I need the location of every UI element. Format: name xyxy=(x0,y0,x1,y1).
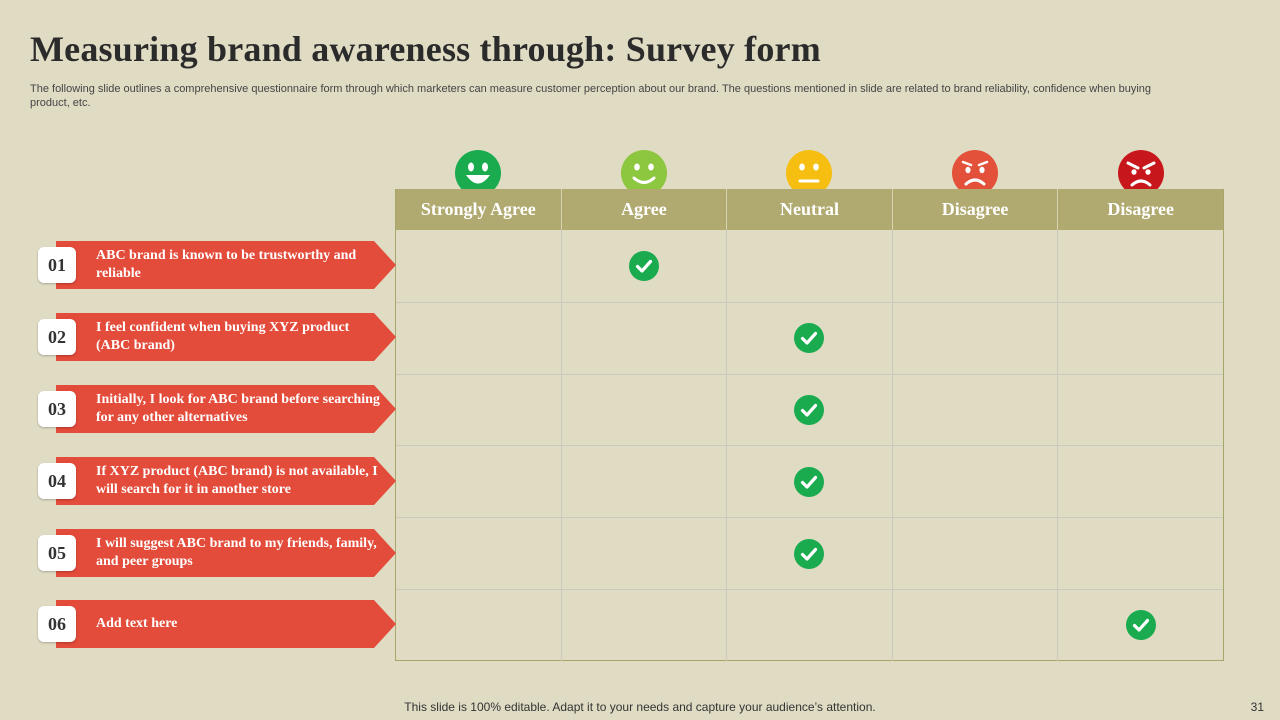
statement-text: If XYZ product (ABC brand) is not availa… xyxy=(96,464,378,497)
checkmark-icon xyxy=(1125,610,1156,641)
grin-face-icon xyxy=(455,150,501,196)
statement-ribbon xyxy=(56,457,396,505)
column-header: Neutral xyxy=(727,189,893,230)
table-cell xyxy=(1058,303,1223,374)
table-row xyxy=(396,445,1223,518)
statement-number: 05 xyxy=(38,535,76,571)
statement-ribbon xyxy=(56,529,396,577)
table-cell xyxy=(562,302,728,374)
page-number: 31 xyxy=(1250,700,1264,714)
table-cell xyxy=(396,518,562,589)
table-cell xyxy=(893,446,1059,518)
statement-item: 04 If XYZ product (ABC brand) is not avai… xyxy=(38,457,398,505)
column-header: Disagree xyxy=(1107,199,1174,219)
table-cell xyxy=(727,302,893,374)
checkmark-icon xyxy=(794,323,825,354)
frown-face-icon xyxy=(952,150,998,196)
statement-item: 06 Add text here xyxy=(38,600,398,648)
column-header: Disagree xyxy=(893,189,1059,230)
table-cell xyxy=(1058,590,1223,661)
statement-ribbon xyxy=(56,241,396,289)
statement-item: 03 Initially, I look for ABC brand before… xyxy=(38,385,398,433)
column-header: Agree xyxy=(562,189,728,230)
statement-item: 01 ABC brand is known to be trustworthy a… xyxy=(38,241,398,289)
statement-ribbon xyxy=(56,600,396,648)
table-cell xyxy=(893,518,1059,589)
table-cell xyxy=(396,374,562,446)
table-row xyxy=(396,301,1223,374)
table-cell xyxy=(396,446,562,518)
table-cell xyxy=(727,589,893,661)
statement-text: ABC brand is known to be trustworthy and… xyxy=(96,248,357,281)
table-cell xyxy=(1058,518,1223,589)
table-cell xyxy=(396,230,562,302)
table-cell xyxy=(893,589,1059,661)
table-cell xyxy=(562,230,728,302)
statement-text: Initially, I look for ABC brand before s… xyxy=(96,392,380,425)
table-cell xyxy=(893,302,1059,374)
statement-number: 03 xyxy=(38,391,76,427)
table-cell xyxy=(727,518,893,589)
table-row xyxy=(396,588,1223,661)
table-cell xyxy=(727,446,893,518)
statement-item: 02 I feel confident when buying XYZ produ… xyxy=(38,313,398,361)
statement-number: 02 xyxy=(38,319,76,355)
checkmark-icon xyxy=(794,538,825,569)
table-cell xyxy=(562,446,728,518)
table-cell xyxy=(562,518,728,589)
checkmark-icon xyxy=(628,250,659,281)
smile-face-icon xyxy=(621,150,667,196)
table-cell xyxy=(396,302,562,374)
table-header: Strongly Agree Agree Neutral Disagree Di… xyxy=(396,189,1223,230)
table-cell xyxy=(562,589,728,661)
table-cell xyxy=(1058,446,1223,517)
angry-face-icon xyxy=(1118,150,1164,196)
checkmark-icon xyxy=(794,466,825,497)
table-cell xyxy=(893,230,1059,302)
checkmark-icon xyxy=(794,394,825,425)
table-cell xyxy=(396,589,562,661)
table-cell xyxy=(1058,375,1223,446)
statement-text: Add text here xyxy=(96,616,178,631)
table-cell xyxy=(562,374,728,446)
table-cell xyxy=(893,374,1059,446)
column-header: Strongly Agree xyxy=(396,189,562,230)
slide-title: Measuring brand awareness through: Surve… xyxy=(30,29,821,69)
table-cell xyxy=(1058,230,1223,302)
statement-number: 04 xyxy=(38,463,76,499)
statement-number: 01 xyxy=(38,247,76,283)
footer-note: This slide is 100% editable. Adapt it to… xyxy=(404,700,876,714)
table-row xyxy=(396,517,1223,589)
statement-number: 06 xyxy=(38,606,76,642)
survey-table: Strongly Agree Agree Neutral Disagree Di… xyxy=(395,189,1224,661)
neutral-face-icon xyxy=(786,150,832,196)
statement-ribbon xyxy=(56,385,396,433)
table-cell xyxy=(727,374,893,446)
statement-text: I will suggest ABC brand to my friends, … xyxy=(96,536,377,569)
statement-text: I feel confident when buying XYZ product… xyxy=(96,320,350,353)
table-cell xyxy=(727,230,893,302)
statement-item: 05 I will suggest ABC brand to my friends… xyxy=(38,529,398,577)
statement-ribbon xyxy=(56,313,396,361)
slide-subtitle: The following slide outlines a comprehen… xyxy=(30,83,1152,109)
table-row xyxy=(396,373,1223,446)
table-row xyxy=(396,230,1223,302)
